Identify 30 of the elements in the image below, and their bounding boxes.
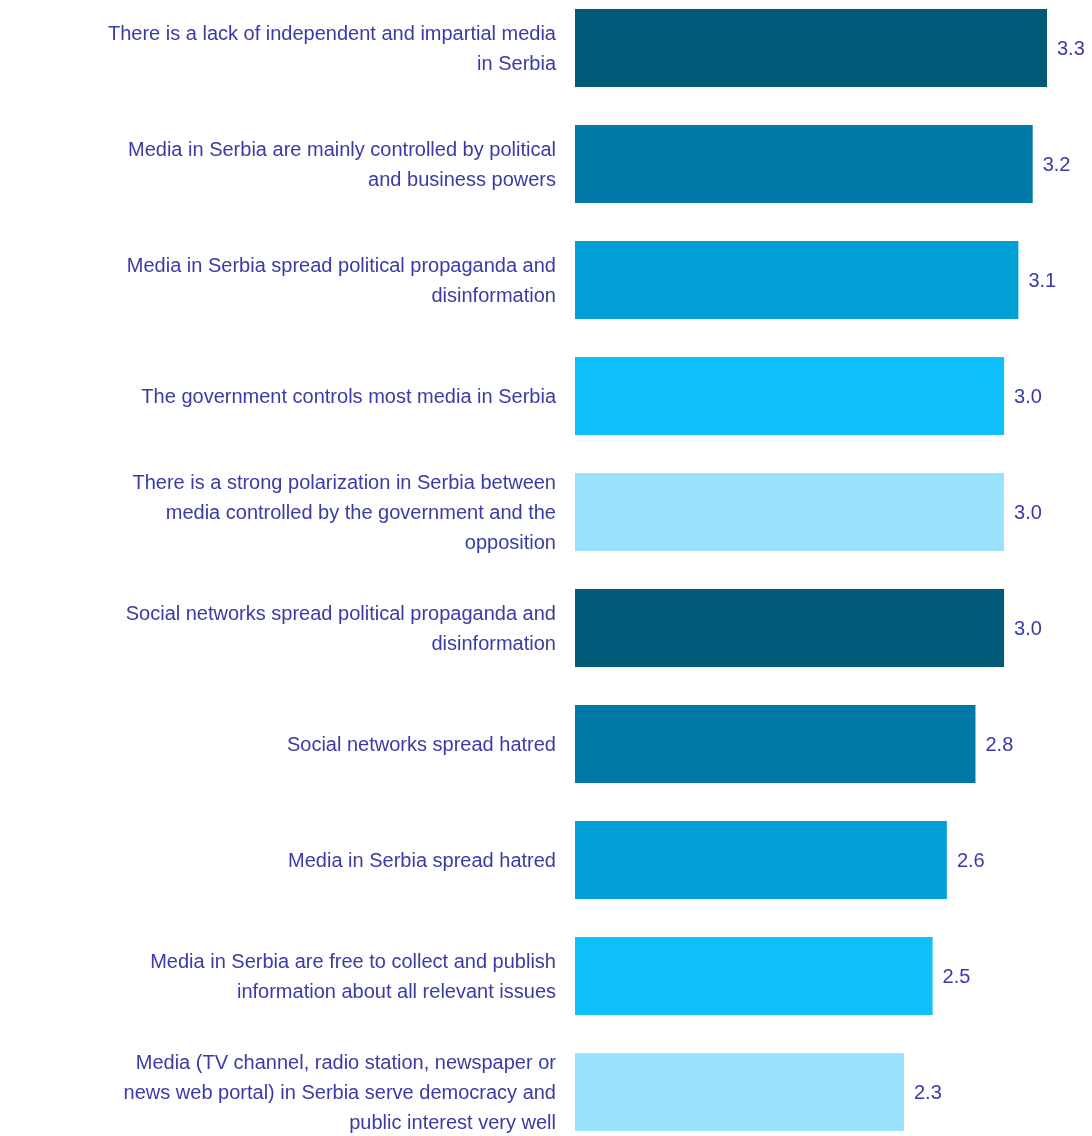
data-label: 2.5: [942, 965, 971, 987]
y-tick-label: Media (TV channel, radio station, newspaper or news web portal) in Serbia serve democracy and public interest very well: [123, 1051, 557, 1133]
data-label: 3.1: [1028, 269, 1057, 291]
data-label: 3.2: [1042, 153, 1071, 175]
bar: [575, 473, 1005, 551]
data-label: 3.0: [1014, 385, 1042, 407]
y-tick-label: The government controls most media in Serbia: [141, 385, 557, 407]
data-label: 3.0: [1014, 617, 1042, 639]
data-label: 2.8: [985, 733, 1014, 755]
bar: [575, 241, 1019, 319]
bar: [575, 357, 1005, 435]
bar: [575, 9, 1047, 87]
bar: [575, 937, 933, 1015]
bar: [575, 1053, 904, 1131]
y-tick-label: There is a strong polarization in Serbia between media controlled by the government and the opposition: [132, 471, 556, 553]
y-tick-label: Media in Serbia are free to collect and publish information about all relevant issues: [150, 950, 556, 1002]
y-tick-label: Media in Serbia are mainly controlled by political and business powers: [128, 138, 556, 190]
bar: [575, 125, 1033, 203]
y-tick-label: Media in Serbia spread political propaganda and disinformation: [126, 254, 556, 306]
bar: [575, 705, 976, 783]
data-label: 2.3: [913, 1081, 942, 1103]
data-label: 3.3: [1057, 37, 1085, 59]
y-tick-label: Social networks spread political propaganda and disinformation: [125, 602, 556, 654]
data-label: 2.6: [956, 849, 985, 871]
y-tick-label: Social networks spread hatred: [286, 733, 556, 755]
data-label: 3.0: [1014, 501, 1042, 523]
bar: [575, 589, 1005, 667]
y-tick-label: Media in Serbia spread hatred: [288, 849, 556, 871]
bar: [575, 821, 947, 899]
y-tick-label: There is a lack of independent and impartial media in Serbia: [107, 22, 557, 74]
